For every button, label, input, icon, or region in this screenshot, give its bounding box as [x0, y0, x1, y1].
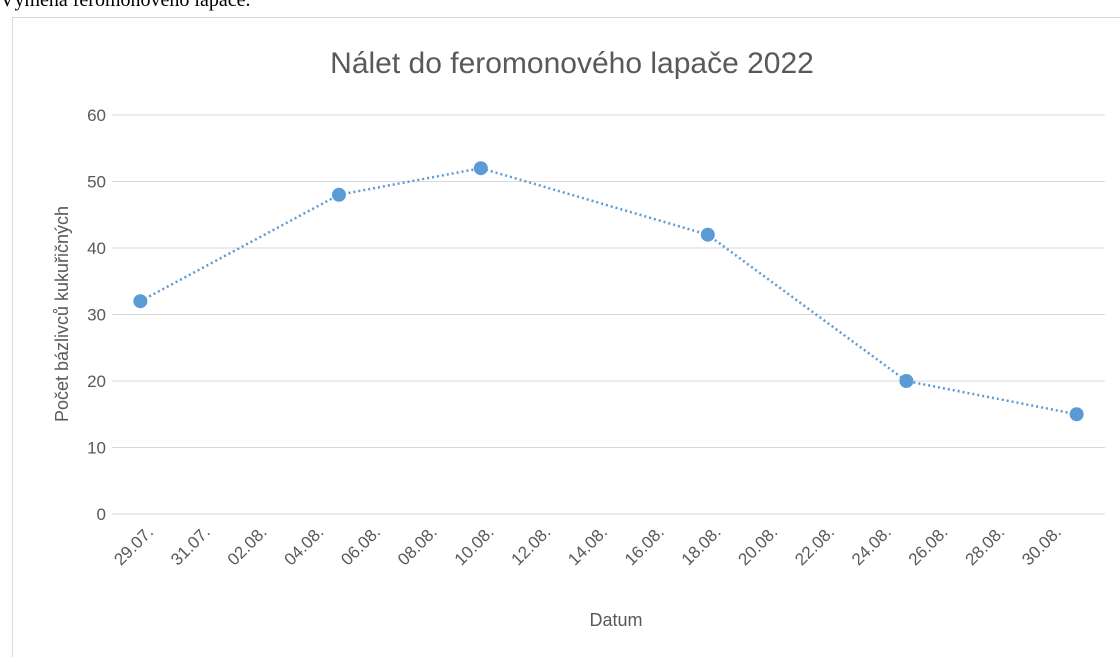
- chart-title: Nálet do feromonového lapače 2022: [330, 47, 814, 80]
- y-tick-label: 40: [87, 239, 106, 258]
- x-tick-label: 08.08.: [394, 522, 441, 569]
- y-tick-label: 50: [87, 173, 106, 192]
- y-tick-label: 20: [87, 372, 106, 391]
- data-point: [899, 374, 914, 388]
- x-tick-label: 18.08.: [678, 522, 725, 569]
- data-point: [331, 187, 346, 202]
- data-point: [133, 294, 148, 309]
- x-tick-label: 24.08.: [848, 522, 895, 569]
- x-tick-label: 29.07.: [110, 522, 157, 569]
- data-point: [1069, 407, 1084, 422]
- x-tick-label: 26.08.: [905, 522, 952, 569]
- x-tick-label: 12.08.: [508, 522, 555, 569]
- series-line: [139, 166, 1077, 416]
- data-point: [473, 161, 488, 176]
- x-tick-label: 22.08.: [791, 522, 838, 569]
- chart-frame: [12, 17, 1120, 657]
- y-tick-label: 10: [87, 439, 106, 458]
- x-tick-label: 20.08.: [735, 522, 782, 569]
- x-tick-label: 16.08.: [621, 522, 668, 569]
- y-tick-label: 0: [97, 505, 106, 524]
- x-tick-label: 28.08.: [961, 522, 1008, 569]
- y-axis-label: Počet bázlivců kukuřičných: [52, 206, 72, 422]
- x-tick-label: 10.08.: [451, 522, 498, 569]
- x-tick-label: 31.07.: [167, 522, 214, 569]
- header-text: Výměna feromonového lapače.: [0, 0, 250, 11]
- x-axis-label: Datum: [589, 610, 642, 630]
- x-tick-label: 06.08.: [337, 522, 384, 569]
- x-tick-label: 02.08.: [224, 522, 271, 569]
- data-point: [700, 227, 715, 242]
- x-tick-label: 30.08.: [1018, 522, 1065, 569]
- x-tick-label: 14.08.: [564, 522, 611, 569]
- x-tick-label: 04.08.: [281, 522, 328, 569]
- y-tick-label: 60: [87, 106, 106, 125]
- y-tick-label: 30: [87, 306, 106, 325]
